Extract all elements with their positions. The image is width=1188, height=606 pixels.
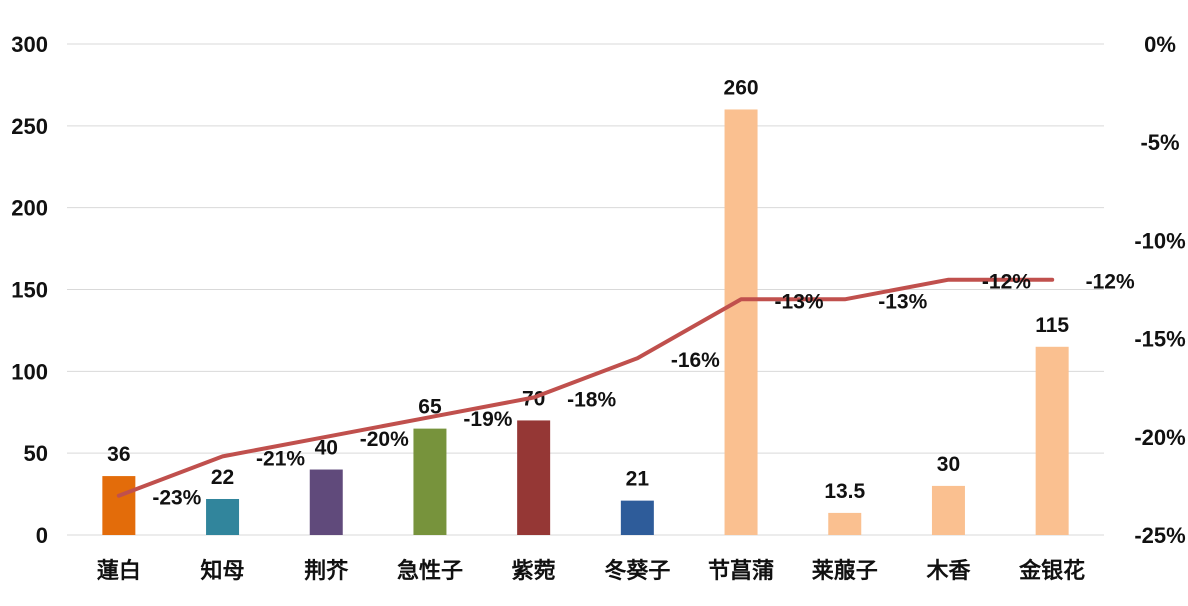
category-label: 木香 [925,559,970,584]
bar [206,498,240,535]
left-tick-label: 0 [36,523,48,548]
line-value-label: -23% [152,487,201,510]
bar-value-label: 115 [1035,314,1069,337]
bar [1035,346,1069,535]
right-tick-label: 0% [1144,32,1176,57]
left-tick-label: 200 [11,196,48,221]
bar-value-label: 30 [937,453,960,476]
category-label: 知母 [201,558,245,584]
bar-value-label: 260 [724,76,759,99]
category-label: 急性子 [397,558,463,584]
category-label: 冬葵子 [604,558,670,584]
left-axis: 0 50 100 150 200 250 300 [11,32,48,548]
line-value-label: -12% [982,271,1031,294]
bar-value-label: 13.5 [824,480,865,503]
right-tick-label: -25% [1134,523,1185,548]
left-tick-label: 250 [11,114,48,139]
line-value-label: -21% [256,447,305,470]
category-label: 节菖蒲 [708,559,774,584]
category-label: 莱菔子 [812,558,878,584]
bar [309,469,343,535]
category-label: 金银花 [1018,558,1085,584]
line-series [116,277,1055,498]
line-value-label: -12% [1086,271,1135,294]
bar [620,500,654,535]
line-value-label: -19% [463,408,512,431]
right-axis: -25% -20% -15% -10% -5% 0% [1134,32,1185,548]
bar [102,476,136,535]
bar [931,485,965,535]
line-value-label: -18% [567,389,616,412]
bar-value-label: 40 [315,437,338,460]
right-tick-label: -20% [1134,425,1185,450]
right-tick-label: -10% [1134,228,1185,253]
bar [413,428,447,535]
bar [724,109,758,535]
left-tick-label: 300 [11,32,48,57]
category-label: 荆芥 [304,559,349,584]
category-labels: 蓮白 知母 荆芥 急性子 紫菀 冬葵子 节菖蒲 莱菔子 木香 金银花 [97,558,1085,584]
bar-value-label: 21 [626,468,650,491]
line-labels: -23% -21% -20% -19% -18% -16% -13% -13% -12% -12% [152,271,1135,510]
bar [828,512,862,535]
category-label: 蓮白 [97,558,141,584]
bar-value-label: 22 [211,466,234,489]
line-value-label: -13% [878,290,927,313]
line-value-label: -20% [360,428,409,451]
bar-value-label: 36 [107,443,130,466]
bar [517,420,551,535]
category-label: 紫菀 [512,558,556,584]
line-value-label: -16% [671,349,720,372]
left-tick-label: 50 [24,441,48,466]
trend-line [116,277,1055,498]
left-tick-label: 100 [11,359,48,384]
bar-value-label: 65 [418,396,442,419]
line-value-label: -13% [775,290,824,313]
bars [102,109,1069,535]
right-tick-label: -5% [1140,130,1179,155]
right-tick-label: -15% [1134,327,1185,352]
left-tick-label: 150 [11,278,48,303]
